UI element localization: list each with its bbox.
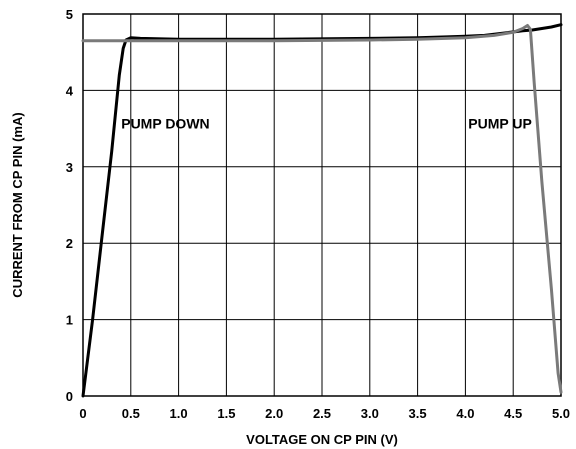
y-tick-label: 1 xyxy=(66,313,73,328)
annotations: PUMP DOWN PUMP UP xyxy=(121,116,532,132)
series-2-line xyxy=(81,24,563,394)
x-tick-label: 0 xyxy=(79,406,86,421)
y-tick-label: 0 xyxy=(66,389,73,404)
y-tick-label: 2 xyxy=(66,236,73,251)
plot-frame xyxy=(82,13,562,397)
y-tick-label: 4 xyxy=(66,83,74,98)
x-tick-label: 2.0 xyxy=(265,406,283,421)
series-1-line xyxy=(81,23,563,398)
annotation-label: PUMP DOWN xyxy=(121,116,209,132)
x-tick-label: 1.0 xyxy=(170,406,188,421)
annotation-label: PUMP UP xyxy=(468,116,532,132)
y-tick-label: 5 xyxy=(66,7,73,22)
x-tick-label: 4.5 xyxy=(504,406,522,421)
x-tick-label: 0.5 xyxy=(122,406,140,421)
grid xyxy=(83,14,561,396)
x-axis-title: VOLTAGE ON CP PIN (V) xyxy=(246,432,398,447)
x-tick-label: 1.5 xyxy=(217,406,235,421)
x-tick-label: 3.0 xyxy=(361,406,379,421)
x-tick-label: 3.5 xyxy=(409,406,427,421)
y-axis-title: CURRENT FROM CP PIN (mA) xyxy=(10,112,25,297)
x-tick-labels: 0 0.5 1.0 1.5 2.0 2.5 3.0 3.5 4.0 4.5 5.0 xyxy=(79,406,570,421)
x-tick-label: 5.0 xyxy=(552,406,570,421)
y-tick-label: 3 xyxy=(66,160,73,175)
y-tick-labels: 0 1 2 3 4 5 xyxy=(66,7,74,404)
series-group xyxy=(81,23,563,398)
x-tick-label: 2.5 xyxy=(313,406,331,421)
x-tick-label: 4.0 xyxy=(456,406,474,421)
